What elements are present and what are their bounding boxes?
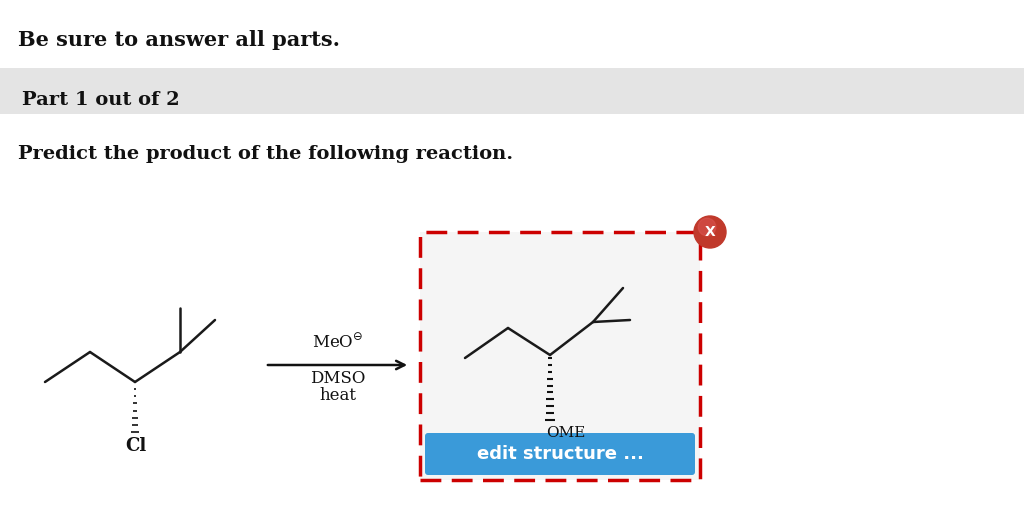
Text: Cl: Cl	[125, 437, 146, 455]
Text: Be sure to answer all parts.: Be sure to answer all parts.	[18, 30, 340, 50]
Text: DMSO: DMSO	[310, 370, 366, 387]
Bar	[420, 232, 700, 480]
FancyBboxPatch shape	[425, 433, 695, 475]
Circle shape	[698, 218, 716, 236]
Text: heat: heat	[319, 387, 356, 404]
Text: edit structure ...: edit structure ...	[476, 445, 643, 463]
Text: Part 1 out of 2: Part 1 out of 2	[22, 91, 179, 109]
Circle shape	[694, 216, 726, 248]
Bar	[0, 68, 1024, 114]
Text: Predict the product of the following reaction.: Predict the product of the following rea…	[18, 145, 513, 163]
Text: X: X	[705, 225, 716, 239]
Text: OME: OME	[546, 426, 586, 440]
Bar	[420, 232, 700, 480]
Text: MeO$^{\ominus}$: MeO$^{\ominus}$	[312, 334, 364, 353]
